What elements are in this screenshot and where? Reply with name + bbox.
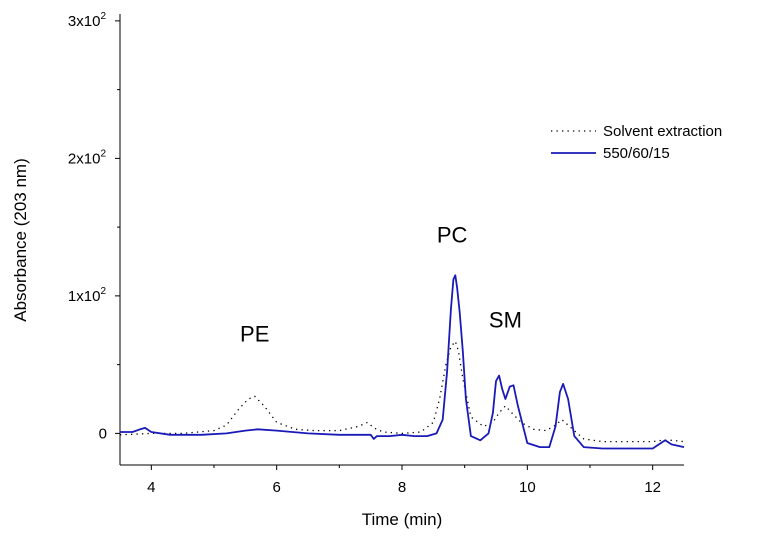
annotation-pc: PC — [437, 222, 468, 247]
y-tick-label-300: 3x102 — [68, 11, 107, 30]
y-tick-label-200: 2x102 — [68, 148, 107, 167]
legend-label-solvent-extraction: Solvent extraction — [603, 123, 722, 140]
series-lines — [119, 274, 685, 450]
peak-annotations: PE PC SM — [240, 222, 522, 346]
x-axis-ticks: 4 6 8 10 12 — [147, 465, 661, 496]
plot-area: 4 6 8 10 12 0 1x102 2x102 3x102 PE PC SM — [68, 11, 685, 496]
x-tick-label-12: 12 — [644, 479, 661, 496]
annotation-sm: SM — [489, 308, 522, 333]
annotation-pe: PE — [240, 321, 269, 346]
y-axis-title: Absorbance (203 nm) — [11, 158, 30, 321]
x-axis-title: Time (min) — [362, 510, 443, 529]
x-tick-label-6: 6 — [272, 479, 280, 496]
series-line-550-60-15 — [120, 274, 685, 450]
legend-label-550-60-15: 550/60/15 — [603, 145, 670, 162]
series-line-solvent-extraction — [119, 340, 685, 443]
x-tick-label-4: 4 — [147, 479, 155, 496]
y-tick-label-0: 0 — [99, 425, 107, 442]
y-axis-ticks: 0 1x102 2x102 3x102 — [68, 11, 120, 442]
legend: Solvent extraction 550/60/15 — [551, 123, 722, 162]
x-tick-label-10: 10 — [519, 479, 536, 496]
y-tick-label-100: 1x102 — [68, 286, 107, 305]
x-tick-label-8: 8 — [398, 479, 406, 496]
